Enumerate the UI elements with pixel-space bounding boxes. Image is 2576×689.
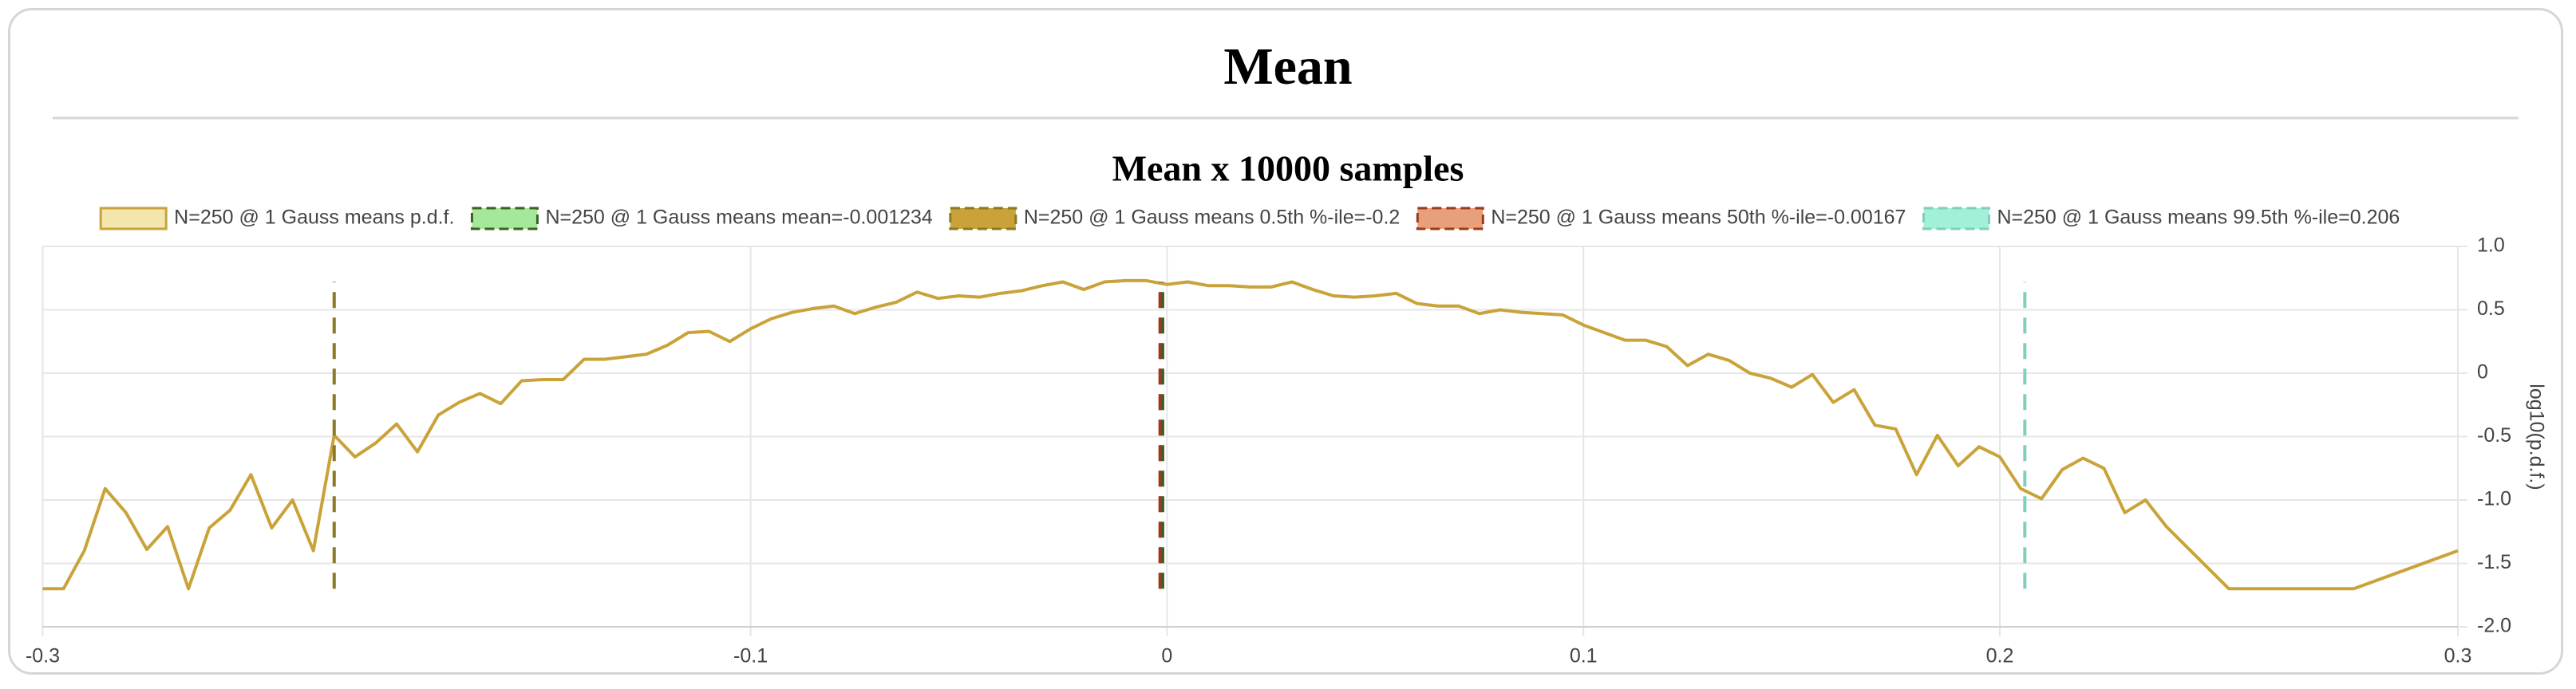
legend-label: N=250 @ 1 Gauss means mean=-0.001234 (545, 207, 932, 229)
page-title: Mean (1223, 37, 1352, 96)
legend-swatch (1922, 207, 1990, 230)
x-tick-label: 0.2 (1986, 645, 2014, 667)
legend-label: N=250 @ 1 Gauss means 99.5th %-ile=0.206 (1997, 207, 2400, 229)
legend-swatch (99, 207, 168, 230)
card (8, 8, 2563, 675)
legend-label: N=250 @ 1 Gauss means 0.5th %-ile=-0.2 (1024, 207, 1400, 229)
legend-swatch (470, 207, 539, 230)
data-line (42, 278, 2459, 591)
y-tick-label: -0.5 (2477, 424, 2511, 447)
x-tick-label: -0.1 (733, 645, 768, 667)
y-tick-label: 1.0 (2477, 234, 2505, 257)
legend-label: N=250 @ 1 Gauss means 50th %-ile=-0.0016… (1491, 207, 1906, 229)
legend-swatch (1416, 207, 1484, 230)
legend-swatch (949, 207, 1017, 230)
y-tick-label: 0 (2477, 361, 2488, 384)
x-tick-label: 0 (1161, 645, 1172, 667)
y-tick-label: 0.5 (2477, 297, 2505, 320)
x-tick-label: -0.3 (26, 645, 60, 667)
y-tick-label: -1.5 (2477, 551, 2511, 573)
y-tick-label: -2.0 (2477, 615, 2511, 637)
chart-title: Mean x 10000 samples (1112, 148, 1464, 189)
x-tick-label: 0.1 (1570, 645, 1598, 667)
y-axis-title: log10(p.d.f.) (2525, 384, 2547, 490)
legend-label: N=250 @ 1 Gauss means p.d.f. (174, 207, 454, 229)
y-tick-label: -1.0 (2477, 488, 2511, 510)
x-tick-label: 0.3 (2444, 645, 2472, 667)
